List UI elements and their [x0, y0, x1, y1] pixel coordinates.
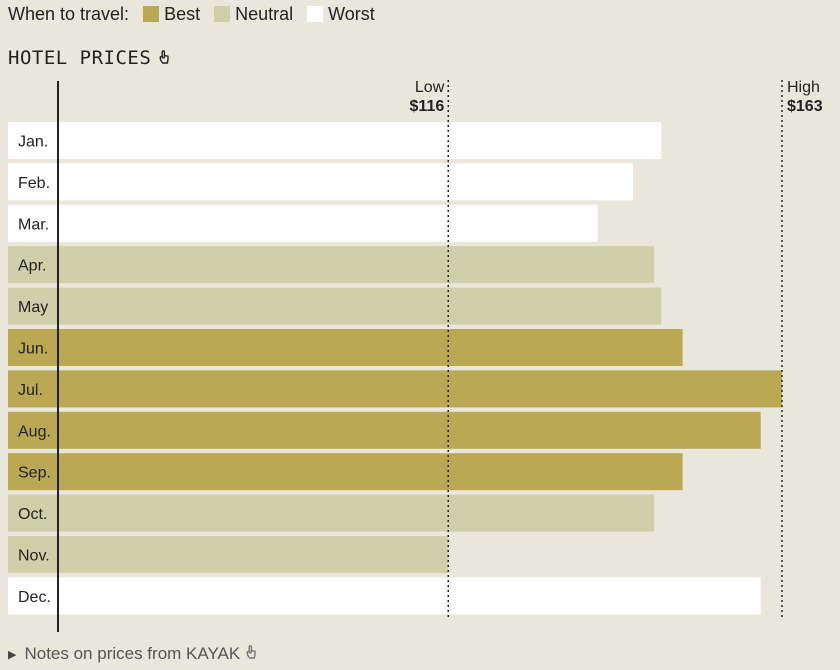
- month-label: Aug.: [18, 423, 51, 440]
- section-title-text: HOTEL PRICES: [8, 47, 152, 69]
- pointer-hand-icon[interactable]: [159, 47, 169, 69]
- month-label: Oct.: [18, 506, 47, 523]
- legend-item-neutral: Neutral: [214, 4, 293, 25]
- notes-label: Notes on prices from KAYAK: [24, 644, 241, 663]
- month-label: Nov.: [18, 548, 50, 565]
- legend-label-neutral: Neutral: [235, 3, 294, 24]
- section-title: HOTEL PRICES: [8, 47, 169, 69]
- bar-jan: [8, 122, 662, 159]
- bar-apr: [8, 246, 655, 284]
- reference-value-low: $116: [410, 98, 445, 115]
- expand-triangle-icon: ▶: [8, 648, 17, 661]
- legend-item-worst: Worst: [307, 4, 375, 25]
- month-label: Dec.: [18, 589, 51, 606]
- reference-value-high: $163: [787, 98, 823, 115]
- bar-nov: [8, 536, 449, 573]
- month-label: May: [18, 299, 48, 316]
- month-label: Apr.: [18, 258, 46, 275]
- month-label: Sep.: [18, 465, 51, 482]
- bar-may: [8, 287, 662, 325]
- bar-jun: [8, 329, 683, 366]
- legend-swatch-best: [143, 6, 160, 22]
- month-label: Mar.: [18, 216, 49, 233]
- legend-label-best: Best: [164, 3, 201, 24]
- month-label: Jun.: [18, 341, 48, 358]
- legend-swatch-neutral: [214, 6, 231, 22]
- legend-label-worst: Worst: [328, 3, 375, 24]
- legend-lead: When to travel:: [8, 3, 130, 24]
- legend: When to travel: Best Neutral Worst: [8, 2, 389, 26]
- reference-label-high: High: [787, 79, 820, 96]
- month-label: Jul.: [18, 382, 43, 399]
- bar-oct: [8, 494, 655, 532]
- legend-item-best: Best: [143, 4, 200, 25]
- bar-aug: [8, 411, 761, 449]
- bar-feb: [8, 163, 633, 201]
- legend-swatch-worst: [307, 6, 324, 22]
- month-label: Jan.: [18, 134, 48, 151]
- bar-mar: [8, 204, 598, 242]
- bar-sep: [8, 453, 683, 491]
- bar-dec: [8, 577, 761, 615]
- reference-label-low: Low: [415, 79, 445, 96]
- pointer-hand-icon: [246, 644, 256, 664]
- bar-jul: [8, 370, 782, 408]
- notes-toggle[interactable]: ▶ Notes on prices from KAYAK: [8, 642, 256, 666]
- month-label: Feb.: [18, 175, 50, 192]
- hotel-prices-chart: Jan. Feb. Mar. Apr. May Jun. Jul. Aug. Sep. Oct. N…: [8, 79, 823, 632]
